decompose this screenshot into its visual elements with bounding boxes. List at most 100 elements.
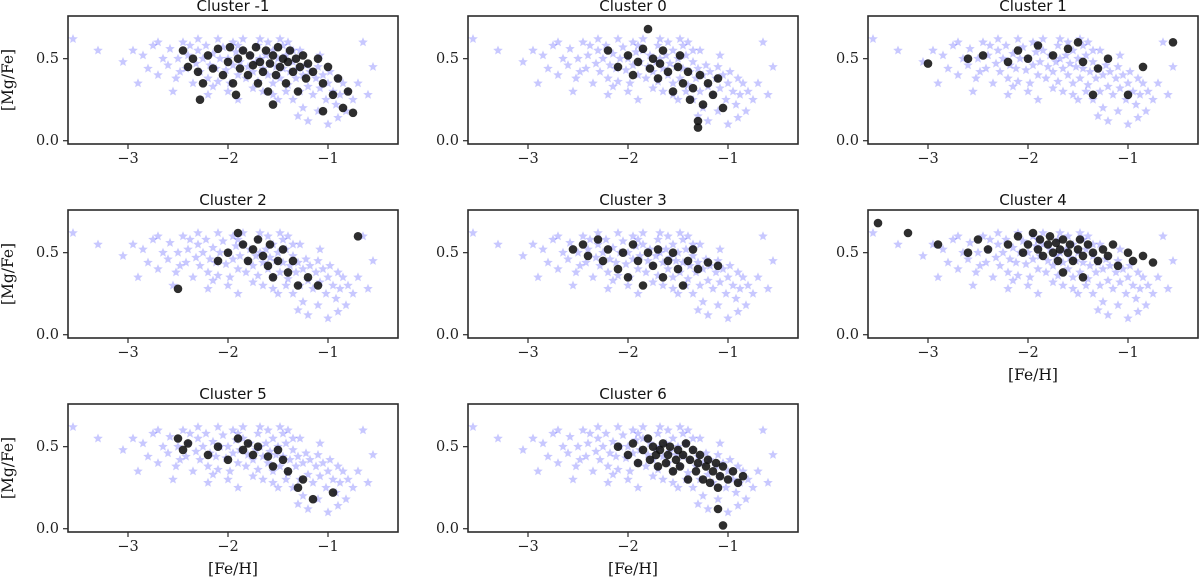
x-tick-label: −2 [617, 151, 638, 167]
background-star-marker [273, 247, 283, 257]
panel-title: Cluster 6 [599, 388, 667, 403]
background-star-marker [678, 63, 688, 73]
background-star-marker [323, 507, 333, 517]
background-star-marker [1028, 254, 1038, 264]
background-star-marker [358, 37, 368, 47]
background-star-marker [321, 94, 331, 104]
background-star-marker [1023, 280, 1033, 290]
background-star-marker [181, 257, 191, 267]
cluster-panel-5: −3 −2 −1 0.0 0.5 Cluster 4 [Fe/H] [800, 194, 1200, 388]
member-point-marker [255, 57, 265, 67]
background-star-marker [1115, 244, 1125, 254]
background-star-marker [188, 466, 198, 476]
member-point-marker [658, 273, 668, 282]
background-star-marker [635, 250, 645, 260]
member-point-marker [613, 442, 623, 451]
y-tick-label: 0.5 [36, 51, 59, 67]
member-point-marker [628, 70, 638, 80]
y-axis-label: [Mg/Fe] [0, 49, 17, 111]
background-star-marker [163, 448, 173, 458]
background-star-marker [605, 448, 615, 458]
plot-frame [467, 403, 799, 533]
x-axis-label: [Fe/H] [1008, 366, 1058, 384]
background-star-marker [933, 78, 943, 88]
background-star-marker [548, 40, 558, 50]
background-star-marker [671, 449, 681, 459]
member-point-marker [1088, 248, 1098, 257]
member-point-marker [218, 70, 228, 80]
background-star-marker [968, 280, 978, 290]
member-point-marker [1103, 251, 1113, 261]
background-star-marker [1075, 73, 1085, 83]
member-point-marker [665, 442, 675, 451]
background-star-marker [275, 267, 285, 277]
background-star-marker [303, 81, 313, 91]
background-star-marker [285, 454, 295, 464]
y-tick-label: 0.5 [436, 245, 459, 261]
member-point-marker [1128, 256, 1138, 266]
background-star-marker [543, 257, 553, 267]
background-star-marker [233, 482, 243, 492]
background-star-marker [533, 272, 543, 282]
background-star-marker [1061, 50, 1071, 60]
background-star-marker [681, 244, 691, 254]
background-star-marker [321, 288, 331, 298]
member-point-marker [623, 273, 633, 282]
background-star-marker [275, 228, 285, 237]
background-star-marker [158, 441, 168, 451]
member-point-marker [1078, 57, 1088, 67]
background-star-marker [153, 37, 163, 47]
member-point-marker [243, 439, 253, 448]
background-star-marker [731, 99, 741, 109]
background-star-marker [623, 474, 633, 484]
plot-frame [467, 209, 799, 339]
member-point-marker [238, 445, 248, 455]
background-star-marker [338, 78, 348, 88]
background-star-marker [148, 234, 158, 244]
member-point-marker [1063, 248, 1073, 257]
background-star-marker [203, 477, 213, 487]
background-star-marker [688, 482, 698, 492]
background-star-marker [1123, 272, 1133, 282]
member-point-marker [183, 439, 193, 448]
background-star-marker [1033, 288, 1043, 298]
y-tick-label: 0.0 [36, 327, 59, 343]
background-star-marker [323, 313, 333, 323]
scatter-plot: −3 −2 −1 0.0 0.5 Cluster 4 [Fe/H] [836, 194, 1199, 384]
background-star-marker [315, 471, 325, 481]
background-star-marker [528, 239, 538, 249]
member-point-marker [1073, 38, 1083, 47]
background-star-marker [268, 477, 278, 487]
background-star-marker [1073, 94, 1083, 104]
background-star-marker [763, 283, 773, 293]
x-tick-label: −1 [717, 345, 738, 361]
background-star-marker [603, 267, 613, 277]
background-star-marker [598, 441, 608, 451]
background-star-marker [703, 504, 713, 514]
background-star-marker [1133, 267, 1143, 277]
background-star-marker [243, 449, 253, 459]
member-point-marker [1068, 256, 1078, 266]
background-star-marker [591, 446, 601, 456]
background-star-marker [663, 37, 673, 47]
background-star-marker [603, 477, 613, 487]
background-star-marker [613, 76, 623, 86]
background-star-marker [1068, 272, 1078, 282]
background-star-marker [1138, 78, 1148, 88]
member-point-marker [688, 83, 698, 93]
member-point-marker [233, 434, 243, 443]
x-tick-label: −3 [117, 539, 138, 555]
background-star-marker [713, 106, 723, 116]
y-tick-label: 0.5 [836, 245, 859, 261]
background-star-marker [591, 252, 601, 262]
background-star-marker [741, 300, 751, 310]
x-tick-label: −1 [1117, 345, 1138, 361]
member-point-marker [263, 261, 273, 271]
background-star-marker [1153, 272, 1163, 282]
background-star-marker [678, 234, 688, 244]
x-tick-label: −1 [317, 151, 338, 167]
background-star-marker [293, 451, 303, 461]
member-point-marker [333, 74, 343, 83]
member-point-marker [705, 478, 715, 488]
background-star-marker [981, 257, 991, 267]
